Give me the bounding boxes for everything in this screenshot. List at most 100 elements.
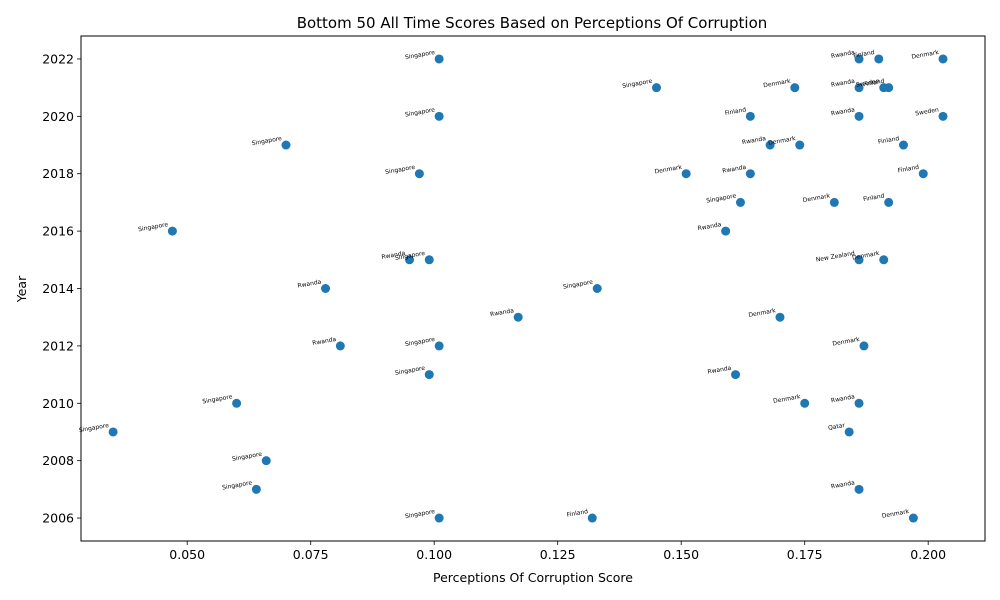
point-label: Denmark — [881, 508, 910, 520]
point-label: Denmark — [773, 393, 802, 405]
point-label: Sweden — [856, 78, 881, 89]
y-tick-label: 2016 — [42, 224, 74, 239]
point-label: Finland — [863, 192, 886, 203]
data-point — [745, 111, 755, 121]
point-label: Singapore — [404, 508, 435, 520]
point-label: Singapore — [404, 49, 435, 61]
data-point — [844, 427, 854, 437]
x-tick-label: 0.125 — [540, 547, 576, 562]
y-tick-label: 2020 — [42, 109, 74, 124]
point-label: Rwanda — [830, 78, 855, 89]
point-label: New Zealand — [815, 250, 855, 264]
data-point — [829, 197, 839, 207]
data-point — [735, 197, 745, 207]
y-tick-label: 2008 — [42, 453, 74, 468]
y-tick-label: 2014 — [42, 281, 74, 296]
point-label: Singapore — [138, 221, 169, 233]
point-label: Finland — [877, 135, 900, 146]
data-point — [898, 140, 908, 150]
data-point — [918, 169, 928, 179]
y-tick-label: 2022 — [42, 51, 74, 66]
data-point — [854, 83, 864, 93]
data-point — [765, 140, 775, 150]
x-tick-label: 0.075 — [293, 547, 329, 562]
point-label: Singapore — [563, 279, 594, 291]
data-point — [938, 54, 948, 64]
data-point — [854, 54, 864, 64]
data-point — [424, 255, 434, 265]
data-point — [434, 341, 444, 351]
point-label: Singapore — [404, 106, 435, 118]
data-point — [335, 341, 345, 351]
data-point — [434, 54, 444, 64]
point-label: Rwanda — [312, 336, 337, 347]
data-point — [854, 398, 864, 408]
y-axis-ticks: 2006 2008 2010 2012 2014 2016 2018 2020 2022 — [42, 51, 81, 526]
point-label: Denmark — [748, 307, 777, 319]
point-label: Denmark — [654, 164, 683, 176]
data-point — [108, 427, 118, 437]
point-label: Rwanda — [830, 49, 855, 60]
data-point — [513, 312, 523, 322]
data-point — [434, 111, 444, 121]
point-label: Denmark — [802, 192, 831, 204]
point-label: Singapore — [202, 393, 233, 405]
point-label: Rwanda — [381, 250, 406, 261]
data-point — [592, 284, 602, 293]
point-label: Sweden — [915, 106, 940, 117]
x-tick-label: 0.175 — [787, 547, 823, 562]
data-point — [414, 169, 424, 179]
point-label: Rwanda — [830, 393, 855, 404]
point-label: Denmark — [763, 78, 792, 90]
point-label: Rwanda — [697, 221, 722, 232]
point-label: Singapore — [222, 479, 253, 491]
x-axis-title: Perceptions Of Corruption Score — [433, 570, 633, 585]
point-label: Denmark — [911, 49, 940, 61]
y-tick-label: 2012 — [42, 338, 74, 353]
data-point — [884, 83, 894, 93]
point-label: Rwanda — [830, 106, 855, 117]
data-point — [854, 484, 864, 494]
data-point — [721, 226, 731, 236]
point-label: Finland — [566, 508, 589, 519]
y-tick-label: 2010 — [42, 396, 74, 411]
data-point — [424, 370, 434, 380]
x-tick-label: 0.100 — [416, 547, 452, 562]
point-label: Qatar — [828, 422, 846, 432]
point-label: Singapore — [385, 164, 416, 176]
data-point — [800, 398, 810, 408]
point-label: Rwanda — [722, 164, 747, 175]
data-point — [884, 197, 894, 207]
data-point — [874, 54, 884, 64]
data-point — [434, 513, 444, 523]
data-point — [232, 398, 242, 408]
data-point — [281, 140, 291, 150]
point-label: Finland — [724, 106, 747, 117]
data-point — [587, 513, 597, 523]
data-point — [167, 226, 177, 236]
data-point — [938, 111, 948, 121]
data-point — [908, 513, 918, 523]
point-label: Denmark — [768, 135, 797, 147]
data-point — [321, 284, 331, 293]
data-point — [745, 169, 755, 179]
point-label: Singapore — [251, 135, 282, 147]
point-label: Singapore — [622, 78, 653, 90]
data-point — [251, 484, 261, 494]
points-layer — [108, 54, 948, 523]
x-tick-label: 0.200 — [910, 547, 946, 562]
point-label: Finland — [853, 49, 876, 60]
point-label: Singapore — [395, 365, 426, 377]
point-label: Denmark — [832, 336, 861, 348]
y-tick-label: 2018 — [42, 166, 74, 181]
point-label: Rwanda — [830, 479, 855, 490]
data-point — [854, 111, 864, 121]
data-point — [681, 169, 691, 179]
data-point — [854, 255, 864, 265]
point-label: Denmark — [852, 250, 881, 262]
x-tick-label: 0.050 — [169, 547, 205, 562]
data-point — [795, 140, 805, 150]
point-label: Singapore — [232, 451, 263, 463]
chart-title: Bottom 50 All Time Scores Based on Perce… — [297, 14, 768, 32]
